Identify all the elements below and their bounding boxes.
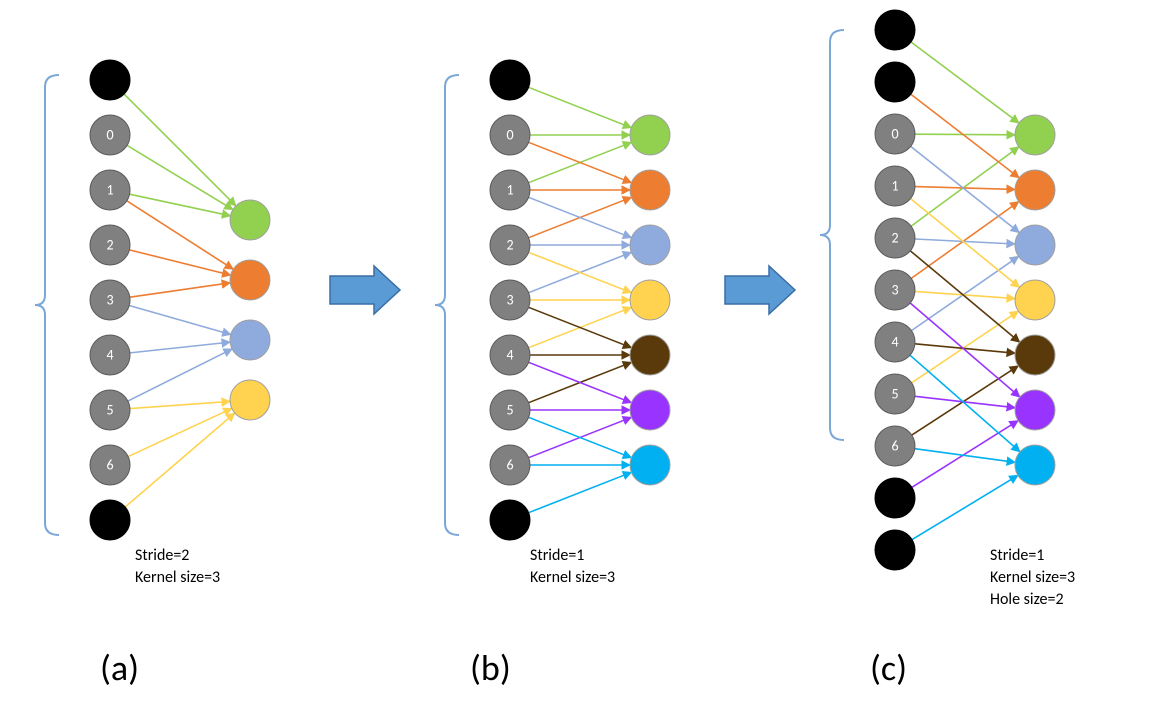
- edge: [129, 305, 231, 334]
- edge: [130, 342, 230, 353]
- input-node-1: [875, 62, 915, 102]
- brace: [820, 30, 844, 440]
- panel-letter: (a): [100, 646, 139, 690]
- input-node-label: 0: [506, 127, 513, 144]
- input-node-label: 6: [106, 457, 113, 474]
- output-node-cyan: [630, 445, 670, 485]
- edge: [128, 349, 232, 401]
- edge: [915, 134, 1015, 135]
- brace: [35, 75, 59, 535]
- input-node-label: 5: [506, 402, 513, 419]
- brace: [435, 75, 459, 535]
- input-node-9: [875, 478, 915, 518]
- panel-c: 0 1 2 3 4 5 6 Stride=1 Kernel size=3 Hole size=2 (…: [870, 10, 1075, 690]
- panel-b: 0 1 2 3 4 5 6 Stride=1 Kernel size=3 (b): [470, 60, 670, 690]
- panel-caption-line: Stride=1: [990, 546, 1044, 565]
- transition-arrow: [330, 266, 400, 314]
- input-node-label: 4: [891, 334, 898, 351]
- panel-caption-line: Kernel size=3: [990, 568, 1075, 587]
- edge: [912, 475, 1018, 539]
- input-node-label: 0: [891, 126, 898, 143]
- edge: [911, 94, 1019, 178]
- output-node-brown: [1015, 335, 1055, 375]
- input-node-label: 4: [106, 347, 113, 364]
- input-node-0: [90, 60, 130, 100]
- edge: [125, 413, 235, 507]
- edge: [910, 303, 1020, 397]
- input-node-label: 1: [506, 182, 513, 199]
- input-node-label: 3: [506, 292, 513, 309]
- edge: [912, 366, 1018, 435]
- input-node-label: 2: [106, 237, 113, 254]
- panel-caption-line: Hole size=2: [990, 590, 1064, 609]
- output-node-cyan: [1015, 445, 1055, 485]
- edge: [130, 283, 230, 297]
- input-node-label: 6: [506, 457, 513, 474]
- edge: [911, 42, 1019, 123]
- panel-caption-line: Kernel size=3: [135, 568, 220, 587]
- input-node-0: [875, 10, 915, 50]
- output-node-blue: [230, 320, 270, 360]
- edge: [915, 344, 1015, 353]
- output-node-purple: [1015, 390, 1055, 430]
- input-node-8: [90, 500, 130, 540]
- output-node-green: [1015, 115, 1055, 155]
- edge: [529, 472, 632, 512]
- edge: [127, 145, 233, 209]
- panel-caption-line: Kernel size=3: [530, 568, 615, 587]
- input-node-label: 1: [106, 182, 113, 199]
- panel-letter: (b): [470, 646, 511, 690]
- output-node-green: [630, 115, 670, 155]
- edge: [124, 94, 236, 206]
- input-node-label: 5: [891, 386, 898, 403]
- edge: [910, 251, 1019, 342]
- output-node-yellow: [1015, 280, 1055, 320]
- input-node-label: 1: [891, 178, 898, 195]
- transition-arrow: [725, 266, 795, 314]
- input-node-label: 4: [506, 347, 513, 364]
- panel-caption-line: Stride=1: [530, 546, 584, 565]
- input-node-label: 0: [106, 127, 113, 144]
- panel-a: 0 1 2 3 4 5 6 Stride=2 Kernel size=3 (a): [90, 60, 270, 690]
- output-node-blue: [630, 225, 670, 265]
- output-node-green: [230, 200, 270, 240]
- edge: [529, 87, 632, 127]
- input-node-10: [875, 530, 915, 570]
- output-node-orange: [630, 170, 670, 210]
- panel-caption-line: Stride=2: [135, 546, 189, 565]
- edge: [910, 355, 1020, 452]
- input-node-label: 6: [891, 438, 898, 455]
- edge: [129, 250, 230, 275]
- output-node-purple: [630, 390, 670, 430]
- input-node-8: [490, 500, 530, 540]
- input-node-label: 2: [891, 230, 898, 247]
- edge: [915, 396, 1015, 407]
- edge: [128, 408, 232, 456]
- input-node-label: 2: [506, 237, 513, 254]
- input-node-label: 3: [891, 282, 898, 299]
- input-node-label: 5: [106, 402, 113, 419]
- output-node-yellow: [630, 280, 670, 320]
- output-node-orange: [230, 260, 270, 300]
- input-node-0: [490, 60, 530, 100]
- input-node-label: 3: [106, 292, 113, 309]
- output-node-brown: [630, 335, 670, 375]
- output-node-yellow: [230, 380, 270, 420]
- edge: [912, 421, 1018, 488]
- output-node-blue: [1015, 225, 1055, 265]
- edge: [915, 449, 1015, 463]
- edge: [912, 311, 1019, 383]
- edge: [130, 401, 230, 408]
- panel-letter: (c): [870, 646, 907, 690]
- edge: [127, 201, 233, 269]
- output-node-orange: [1015, 170, 1055, 210]
